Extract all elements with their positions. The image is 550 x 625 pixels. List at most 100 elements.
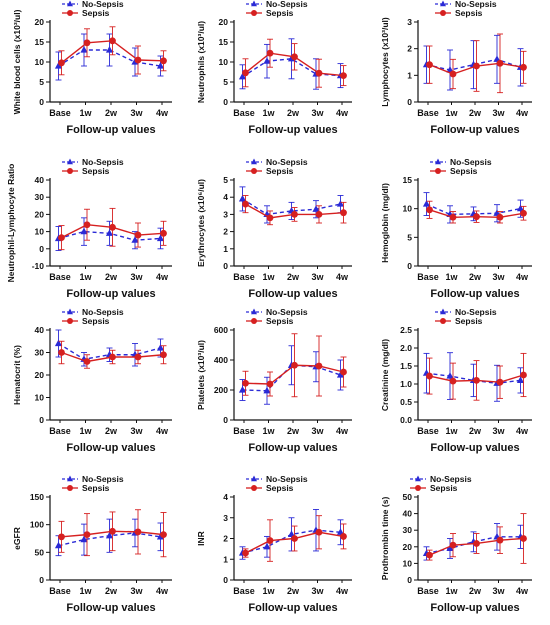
legend-label: No-Sepsis	[266, 157, 308, 167]
data-point	[58, 234, 65, 242]
x-tick-label: Base	[417, 426, 439, 436]
legend-marker	[435, 158, 441, 165]
y-tick-label: 200	[214, 385, 228, 395]
data-point	[109, 353, 116, 361]
data-point	[340, 533, 347, 540]
data-point	[105, 46, 114, 53]
x-tick-label: 3w	[311, 272, 324, 282]
series-no-sepsis	[422, 523, 525, 561]
y-tick-label: 1.5	[400, 361, 412, 371]
x-tick-label: 3w	[130, 586, 143, 596]
x-axis-title: Follow-up values	[248, 124, 337, 136]
x-tick-label: 2w	[105, 108, 118, 118]
data-point	[263, 57, 271, 64]
y-tick-label: 1	[407, 70, 412, 80]
data-point	[266, 380, 274, 388]
data-point	[496, 59, 504, 67]
data-point	[473, 540, 480, 547]
y-tick-label: 0.5	[400, 397, 412, 407]
data-point	[473, 213, 480, 221]
x-tick-label: 3w	[130, 426, 143, 436]
legend-label: No-Sepsis	[430, 474, 472, 484]
x-axis-title: Follow-up values	[248, 288, 337, 300]
data-point	[520, 209, 527, 217]
x-axis-title: Follow-up values	[248, 602, 337, 614]
legend-label: Sepsis	[266, 483, 294, 493]
data-point	[109, 527, 116, 535]
x-tick-label: 1w	[445, 108, 458, 118]
data-point	[134, 528, 142, 536]
y-axis-title: Creatinine (mg/dl)	[380, 339, 390, 411]
series-line	[242, 198, 341, 216]
series-line	[58, 49, 161, 67]
data-point	[131, 236, 139, 243]
data-point	[54, 339, 63, 347]
legend-marker	[67, 168, 73, 174]
x-tick-label: 4w	[156, 586, 169, 596]
data-point	[83, 221, 91, 229]
data-point	[83, 358, 91, 365]
x-tick-label: Base	[49, 586, 71, 596]
data-point	[58, 349, 65, 356]
y-tick-label: 5	[223, 175, 228, 185]
y-tick-label: 10	[35, 227, 45, 237]
y-tick-label: 2.5	[400, 325, 412, 335]
data-point	[242, 69, 249, 77]
legend-marker	[415, 475, 421, 482]
y-tick-label: 3	[223, 209, 228, 219]
y-tick-label: 0	[223, 415, 228, 425]
y-tick-label: 20	[35, 17, 45, 27]
data-point	[105, 531, 114, 539]
data-point	[496, 378, 504, 386]
y-tick-label: -10	[32, 261, 45, 271]
series-sepsis	[58, 26, 167, 76]
data-point	[160, 229, 167, 237]
data-point	[473, 377, 480, 384]
chart-panel-2: 0 5 10 15 20 Base 1w 2w 3w 4w Follow-up values Neut…	[196, 0, 352, 136]
x-axis-title: Follow-up values	[66, 124, 155, 136]
chart-panel-5: 0 1 2 3 4 5 Base 1w 2w 3w 4w Follow-up values Erythr…	[196, 157, 352, 300]
legend-label: Sepsis	[455, 316, 483, 326]
data-point	[105, 229, 114, 236]
x-tick-label: 2w	[469, 272, 482, 282]
y-axis-title: Hematocrit (%)	[12, 345, 22, 405]
chart-panel-6: 0 5 10 15 Base 1w 2w 3w 4w Follow-up values Hemogl…	[380, 157, 532, 300]
x-axis-title: Follow-up values	[430, 124, 519, 136]
x-tick-label: 3w	[311, 108, 324, 118]
y-tick-label: 2	[223, 534, 228, 544]
series-sepsis	[58, 207, 167, 251]
data-point	[263, 386, 271, 394]
data-point	[520, 535, 527, 542]
data-point	[80, 227, 88, 235]
y-tick-label: 150	[30, 492, 44, 502]
x-tick-label: 2w	[287, 108, 300, 118]
series-sepsis	[58, 340, 167, 369]
data-point	[160, 531, 167, 539]
data-point	[426, 372, 433, 380]
data-point	[238, 72, 247, 80]
x-tick-label: 1w	[445, 426, 458, 436]
data-point	[516, 376, 525, 383]
x-tick-label: Base	[417, 272, 439, 282]
data-point	[58, 59, 65, 67]
x-tick-label: 1w	[445, 586, 458, 596]
y-tick-label: 0	[407, 261, 412, 271]
x-tick-label: 4w	[516, 586, 529, 596]
legend-marker	[251, 318, 257, 324]
legend-label: No-Sepsis	[455, 0, 497, 9]
legend-marker	[251, 308, 257, 315]
series-sepsis	[426, 200, 527, 224]
data-point	[340, 209, 347, 217]
y-tick-label: 15	[35, 37, 45, 47]
x-tick-label: Base	[49, 426, 71, 436]
data-point	[315, 528, 323, 536]
legend-label: Sepsis	[82, 8, 110, 18]
y-tick-label: 1	[223, 244, 228, 254]
series-sepsis	[242, 195, 347, 226]
x-axis-title: Follow-up values	[66, 442, 155, 454]
